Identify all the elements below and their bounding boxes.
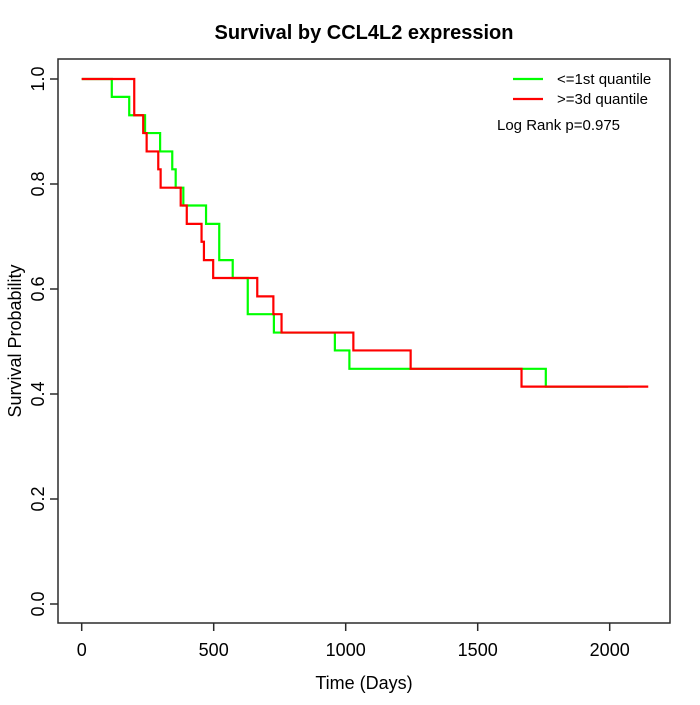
survival-curve bbox=[81, 77, 649, 388]
y-tick-label: 0.8 bbox=[28, 171, 48, 196]
survival-curves bbox=[81, 77, 649, 388]
y-axis-ticks: 0.0 0.2 0.4 0.6 0.8 1.0 bbox=[28, 66, 58, 617]
y-tick-label: 0.0 bbox=[28, 591, 48, 616]
x-axis-ticks: 0 500 1000 1500 2000 bbox=[77, 623, 630, 660]
legend-label-first-quantile: <=1st quantile bbox=[557, 71, 651, 88]
survival-curve bbox=[81, 77, 629, 388]
y-tick-label: 0.6 bbox=[28, 276, 48, 301]
y-tick-label: 0.2 bbox=[28, 486, 48, 511]
y-axis-title: Survival Probability bbox=[5, 264, 25, 417]
x-axis-title: Time (Days) bbox=[315, 673, 412, 693]
chart-title: Survival by CCL4L2 expression bbox=[214, 22, 513, 44]
legend-label-third-quantile: >=3d quantile bbox=[557, 91, 648, 108]
x-tick-label: 500 bbox=[199, 640, 229, 660]
x-tick-label: 1500 bbox=[458, 640, 498, 660]
x-tick-label: 0 bbox=[77, 640, 87, 660]
legend: <=1st quantile >=3d quantile Log Rank p=… bbox=[497, 71, 651, 134]
log-rank-annotation: Log Rank p=0.975 bbox=[497, 117, 620, 134]
x-tick-label: 2000 bbox=[590, 640, 630, 660]
y-tick-label: 1.0 bbox=[28, 66, 48, 91]
x-tick-label: 1000 bbox=[326, 640, 366, 660]
plot-box bbox=[57, 58, 671, 624]
y-tick-label: 0.4 bbox=[28, 381, 48, 406]
